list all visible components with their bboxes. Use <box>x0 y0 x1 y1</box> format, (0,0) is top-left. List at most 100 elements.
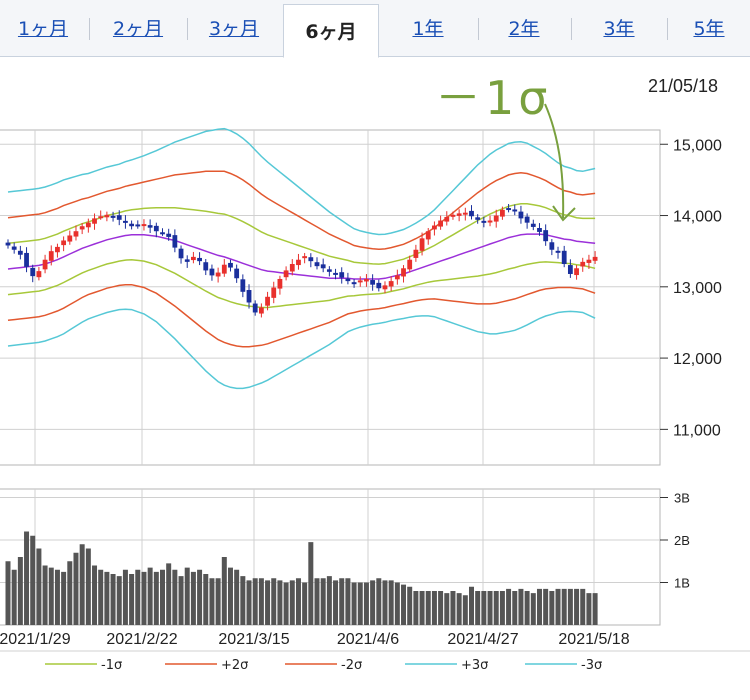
candle-body <box>271 287 277 298</box>
volume-bar <box>376 578 382 625</box>
volume-bar <box>48 567 54 625</box>
volume-bar <box>462 595 468 625</box>
candle-body <box>24 252 29 267</box>
volume-bar <box>469 586 474 625</box>
legend-label: +3σ <box>461 658 488 673</box>
candle-body <box>506 208 511 211</box>
volume-bar <box>98 569 104 625</box>
volume-bar <box>209 578 215 625</box>
candle-body <box>228 262 233 268</box>
price-tick-label: 14,000 <box>673 209 722 226</box>
candle-body <box>277 278 283 289</box>
volume-bar <box>333 580 339 625</box>
candle-body <box>580 261 586 267</box>
date-tick-label: 2021/4/6 <box>337 631 399 648</box>
plus-3-sigma-line <box>7 127 596 236</box>
volume-bar <box>203 574 209 625</box>
volume-bar <box>370 580 376 625</box>
candle-body <box>61 240 67 246</box>
tab-separator <box>667 18 668 40</box>
volume-bar <box>215 578 221 625</box>
tab-5-years[interactable]: 5年 <box>693 18 725 40</box>
candle-body <box>135 224 141 227</box>
tab-1-month[interactable]: 1ヶ月 <box>17 18 69 40</box>
tab-6-months[interactable]: 6ヶ月 <box>283 4 379 58</box>
candle-body <box>487 220 493 223</box>
volume-bar <box>184 567 190 625</box>
tab-2-years[interactable]: 2年 <box>508 18 540 40</box>
price-plot-frame <box>0 129 661 466</box>
date-tick-label: 2021/5/18 <box>558 631 629 648</box>
candle-body <box>147 225 153 228</box>
volume-bar <box>536 588 542 625</box>
candle-body <box>36 271 42 278</box>
volume-bar <box>567 588 573 625</box>
volume-bar <box>166 563 172 625</box>
candle-body <box>586 259 592 263</box>
volume-bar <box>5 561 11 625</box>
volume-bar <box>85 548 91 625</box>
volume-bar <box>382 580 388 625</box>
tab-3-months[interactable]: 3ヶ月 <box>208 18 260 40</box>
volume-bar <box>431 591 437 625</box>
date-axis: 2021/1/29 2021/2/22 2021/3/15 2021/4/6 2021/… <box>0 631 630 648</box>
candle-body <box>456 213 462 216</box>
volume-bar <box>153 571 159 625</box>
volume-bar <box>438 591 444 625</box>
volume-bar <box>172 569 178 625</box>
candle-body <box>308 257 314 262</box>
tab-separator <box>89 18 90 40</box>
candle-body <box>92 218 97 224</box>
volume-axis: 3B 2B 1B <box>660 491 690 591</box>
legend: -1σ +2σ -2σ +3σ -3σ <box>0 650 750 673</box>
candle-body <box>351 282 357 285</box>
candle-body <box>258 307 264 314</box>
volume-tick-label: 1B <box>674 576 690 591</box>
volume-bar <box>197 569 203 625</box>
volume-bar <box>302 582 308 625</box>
candle-body <box>314 262 320 267</box>
date-tick-label: 2021/1/29 <box>0 631 71 648</box>
volume-bar <box>592 593 598 625</box>
candle-body <box>184 259 190 262</box>
volume-bar <box>221 557 227 625</box>
volume-bar <box>79 544 85 625</box>
volume-bar <box>11 569 17 625</box>
volume-bar <box>160 569 165 625</box>
price-axis: 15,000 14,000 13,000 12,000 11,000 <box>660 137 722 439</box>
volume-bar <box>122 569 128 625</box>
candle-body <box>197 257 202 262</box>
volume-bar <box>246 580 252 625</box>
candle-body <box>537 228 542 232</box>
legend-label: -3σ <box>581 658 602 673</box>
candle-body <box>283 270 289 278</box>
volume-bar <box>475 591 481 625</box>
candle-body <box>561 250 567 264</box>
plus-1-sigma-line <box>7 203 596 265</box>
tab-2-months[interactable]: 2ヶ月 <box>112 18 164 40</box>
minus-1-sigma-line <box>7 258 596 309</box>
volume-bar <box>265 580 271 625</box>
date-tick-label: 2021/2/22 <box>106 631 177 648</box>
candle-body <box>48 251 54 261</box>
volume-bar <box>543 588 549 625</box>
volume-bar <box>92 565 98 625</box>
volume-tick-label: 3B <box>674 491 690 506</box>
candle-body <box>574 268 579 276</box>
volume-bar <box>493 591 499 625</box>
volume-bar <box>24 531 30 625</box>
candle-body <box>481 220 487 223</box>
tab-1-year[interactable]: 1年 <box>412 18 444 40</box>
minus-3-sigma-line <box>7 308 596 390</box>
volume-bar <box>234 569 240 625</box>
price-tick-label: 13,000 <box>673 280 722 297</box>
tab-3-years[interactable]: 3年 <box>603 18 635 40</box>
volume-bar <box>574 588 580 625</box>
chart-date-label: 21/05/18 <box>648 76 719 96</box>
candle-body <box>320 264 326 269</box>
candle-body <box>493 215 499 222</box>
candle-body <box>444 216 450 222</box>
candle-body <box>85 222 91 228</box>
volume-bar <box>116 576 122 625</box>
